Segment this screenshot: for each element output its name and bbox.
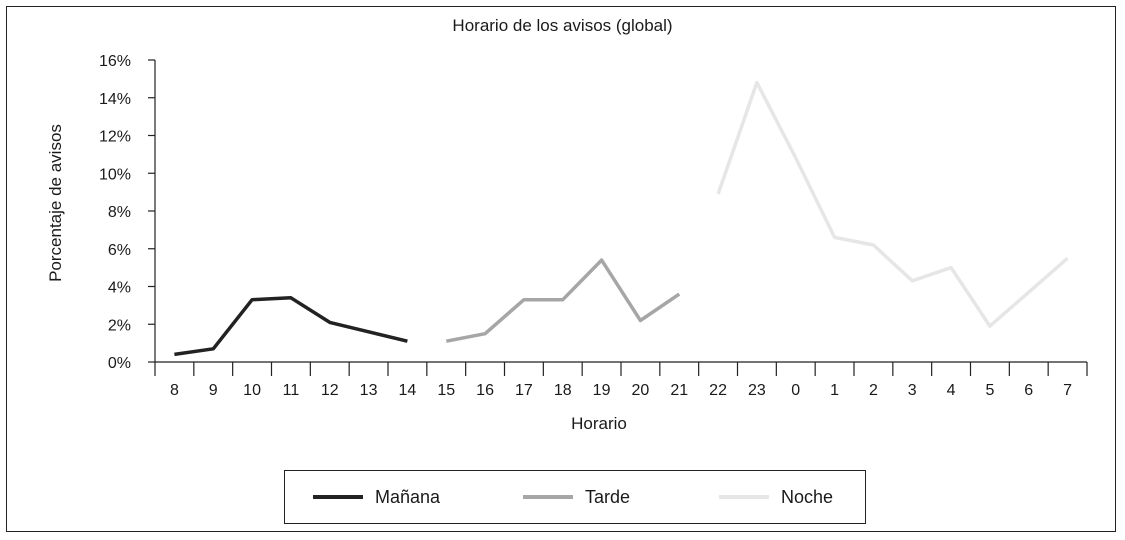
legend-label-tarde: Tarde [585,486,631,507]
legend: Mañana Tarde Noche [284,470,866,524]
x-tick-label: 5 [985,382,994,399]
chart-title: Horario de los avisos (global) [452,16,673,35]
x-tick-label: 11 [283,382,300,399]
x-tick-label: 1 [830,382,839,399]
x-tick-label: 4 [947,382,956,399]
y-tick-label: 2% [108,317,131,334]
x-tick-label: 6 [1024,382,1033,399]
x-tick-label: 19 [593,382,611,399]
x-tick-label: 23 [748,382,766,399]
x-tick-label: 14 [399,382,417,399]
chart-frame [6,6,1116,532]
x-tick-label: 0 [791,382,800,399]
y-tick-label: 10% [99,166,131,183]
y-tick-label: 12% [99,129,131,146]
x-tick-label: 13 [360,382,378,399]
x-tick-label: 18 [554,382,572,399]
x-tick-label: 9 [209,382,218,399]
y-tick-label: 6% [108,242,131,259]
x-tick-label: 3 [908,382,917,399]
legend-swatch-manana [313,495,363,499]
y-tick-label: 8% [108,204,131,221]
x-tick-label: 16 [476,382,494,399]
y-tick-label: 16% [99,53,131,70]
y-tick-label: 4% [108,280,131,297]
legend-label-noche: Noche [781,486,834,507]
legend-label-manana: Mañana [375,486,441,507]
x-tick-label: 17 [515,382,533,399]
x-tick-label: 8 [170,382,179,399]
legend-item-tarde: Tarde [523,471,630,523]
legend-swatch-tarde [523,495,573,499]
y-tick-label: 0% [108,355,131,372]
x-tick-label: 15 [437,382,455,399]
x-tick-label: 7 [1063,382,1072,399]
x-tick-label: 2 [869,382,878,399]
y-tick-label: 14% [99,91,131,108]
legend-item-noche: Noche [719,471,833,523]
series-line-2 [716,80,1069,328]
series-line-0 [174,296,408,357]
x-tick-label: 22 [709,382,727,399]
x-tick-label: 20 [632,382,650,399]
legend-item-manana: Mañana [313,471,440,523]
x-tick-label: 21 [670,382,688,399]
x-tick-label: 10 [243,382,261,399]
x-axis-label: Horario [571,414,627,433]
series-line-1 [445,258,681,343]
x-tick-label: 12 [321,382,339,399]
legend-swatch-noche [719,495,769,499]
